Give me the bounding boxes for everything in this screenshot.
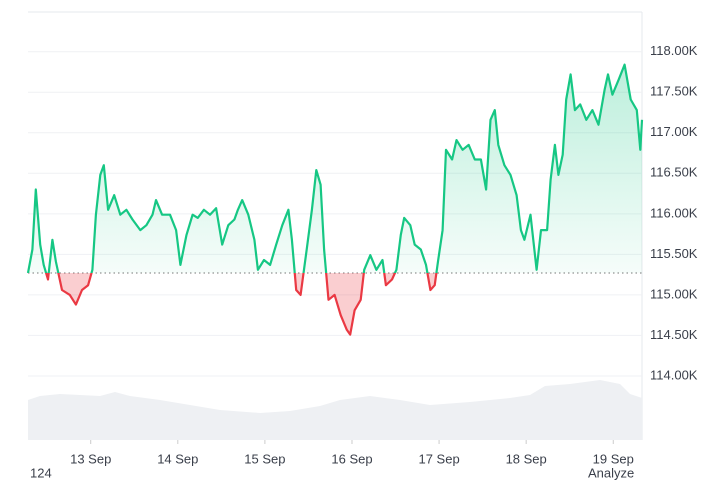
y-tick-label: 118.00K: [650, 43, 698, 58]
x-tick-label: 17 Sep: [418, 451, 459, 466]
x-tick-label: 14 Sep: [157, 451, 198, 466]
x-tick-label: 19 Sep: [593, 451, 634, 466]
volume-area: [28, 380, 642, 440]
y-tick-label: 116.00K: [650, 205, 698, 220]
x-tick-label: 15 Sep: [244, 451, 285, 466]
price-area: [28, 64, 642, 335]
x-tick-label: 16 Sep: [331, 451, 372, 466]
y-tick-label: 114.50K: [650, 327, 698, 342]
footer-left: 124: [30, 465, 52, 480]
x-tick-label: 18 Sep: [506, 451, 547, 466]
x-tick-label: 13 Sep: [70, 451, 111, 466]
footer-right[interactable]: Analyze: [588, 465, 634, 480]
y-tick-label: 114.00K: [650, 367, 698, 382]
y-tick-label: 115.00K: [650, 286, 698, 301]
y-tick-label: 115.50K: [650, 246, 698, 261]
y-tick-label: 117.00K: [650, 124, 698, 139]
y-tick-label: 117.50K: [650, 84, 698, 99]
price-line: [26, 63, 644, 336]
y-tick-label: 116.50K: [650, 165, 698, 180]
